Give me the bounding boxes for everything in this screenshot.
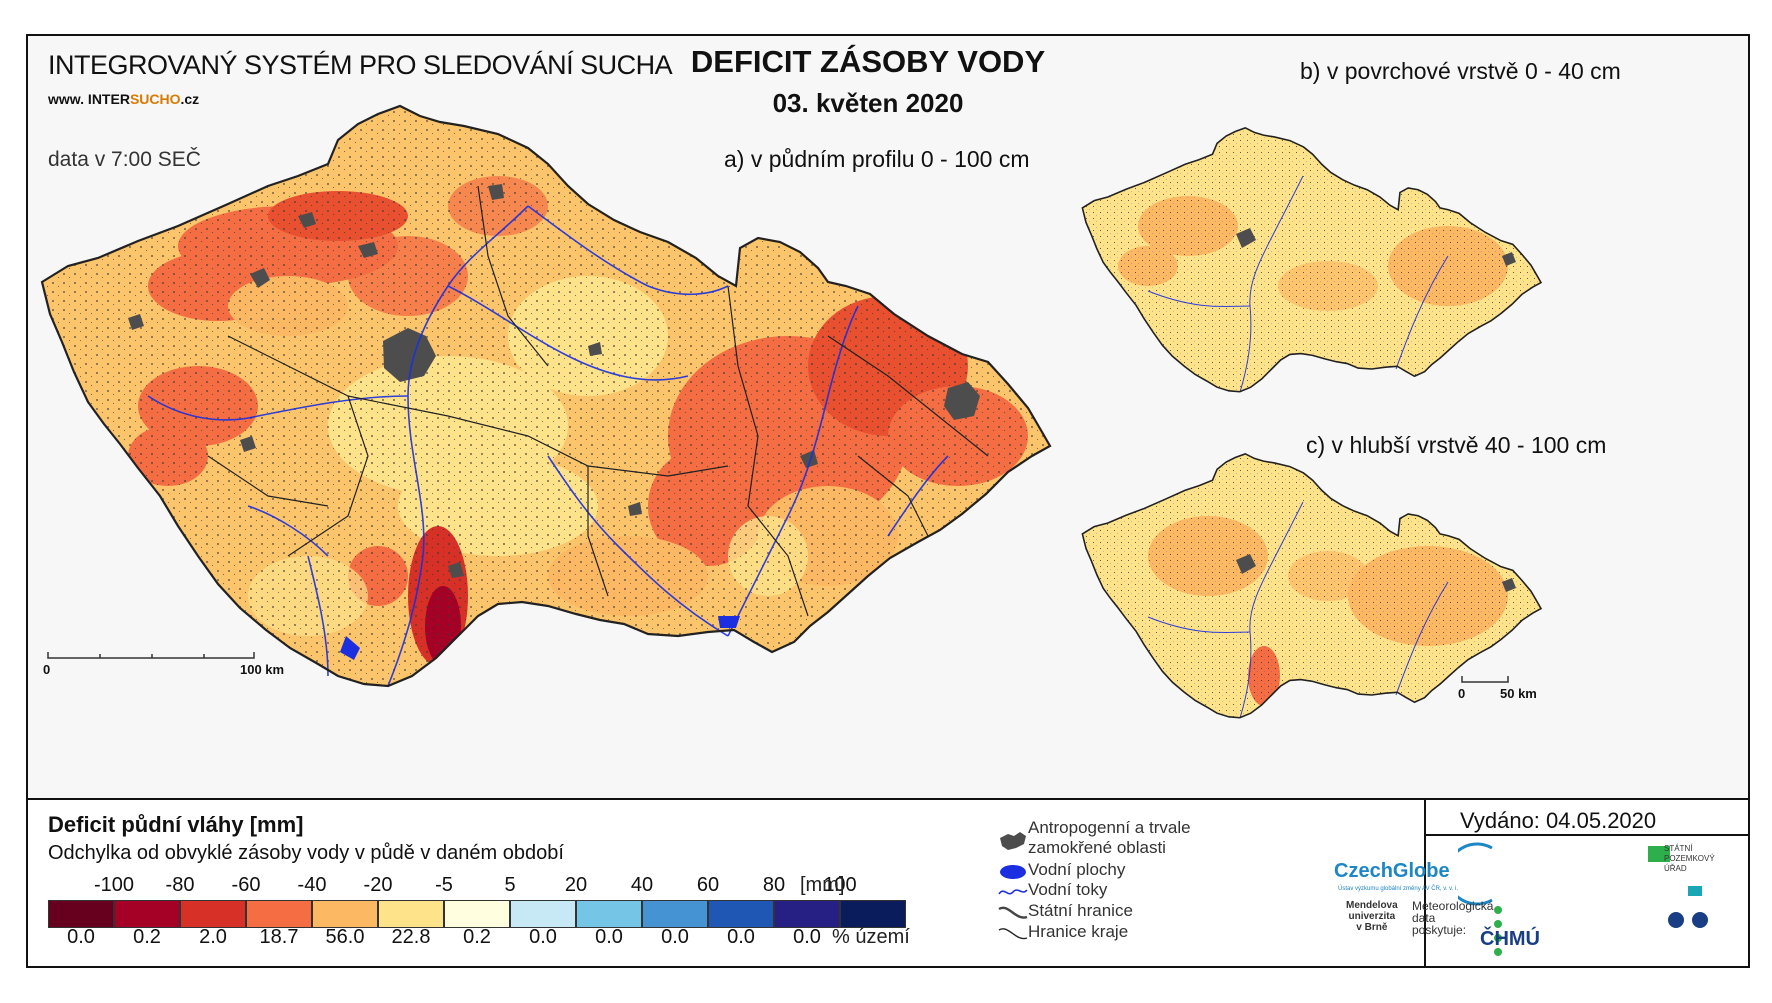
spu-logo-accent <box>1688 886 1702 896</box>
chmu-logo-mark <box>1668 912 1708 928</box>
chmu-logo: ČHMÚ <box>1480 928 1540 950</box>
data-time: data v 7:00 SEČ <box>48 148 201 171</box>
key-anthropogenic: Antropogenní a trvale <box>1028 818 1191 837</box>
legend-swatch <box>708 900 774 928</box>
anthropogenic-icon <box>1000 832 1026 850</box>
key-region-border: Hranice kraje <box>1028 922 1129 941</box>
legend-tick: 5 <box>504 874 516 896</box>
legend-unit: [mm] <box>800 874 845 896</box>
legend-percent: 18.7 <box>259 926 299 948</box>
legend-percent: 0.2 <box>463 926 491 948</box>
legend-tick: -80 <box>165 874 195 896</box>
map-frame: INTEGROVANÝ SYSTÉM PRO SLEDOVÁNÍ SUCHA w… <box>26 34 1750 968</box>
legend-swatch <box>180 900 246 928</box>
legend-swatch <box>774 900 840 928</box>
legend-swatch <box>48 900 114 928</box>
legend-swatch <box>312 900 378 928</box>
legend-tick: 100 <box>823 874 857 896</box>
legend-swatch <box>114 900 180 928</box>
website-link[interactable]: www. INTERSUCHO.cz <box>48 91 200 107</box>
main-title: DEFICIT ZÁSOBY VODY <box>690 44 1046 79</box>
czechglobe-logo: CzechGlobe <box>1334 860 1450 882</box>
map-area: INTEGROVANÝ SYSTÉM PRO SLEDOVÁNÍ SUCHA w… <box>28 36 1748 798</box>
legend-percent: 0.0 <box>727 926 755 948</box>
issued-date: Vydáno: 04.05.2020 <box>1460 808 1657 833</box>
czechglobe-sub: Ústav výzkumu globální změny AV ČR, v. v… <box>1338 886 1459 892</box>
map-svg <box>40 104 1542 719</box>
spu-logo-mark <box>1648 846 1670 862</box>
divider-vertical <box>1424 800 1426 966</box>
main-scale-bar <box>47 652 255 659</box>
scale-main-start: 0 <box>43 662 51 677</box>
legend-tick: 80 <box>762 874 786 896</box>
map-b-label: b) v povrchové vrstvě 0 - 40 cm <box>1300 58 1621 84</box>
water-body-icon <box>1000 865 1026 879</box>
meteo-provider: Meteorologická data poskytuje: <box>1412 899 1494 937</box>
legend-subtitle: Odchylka od obvyklé zásoby vody v půdě v… <box>48 842 564 864</box>
key-water-bodies: Vodní plochy <box>1028 860 1126 879</box>
key-streams: Vodní toky <box>1028 880 1108 899</box>
legend-tick: -5 <box>435 874 453 896</box>
legend-percent: 0.0 <box>67 926 95 948</box>
legend-swatch <box>840 900 906 928</box>
legend-percent: 0.2 <box>133 926 161 948</box>
spu-logo: STÁTNÍ POZEMKOVÝ ÚŘAD <box>1664 844 1715 873</box>
legend-percent: 56.0 <box>325 926 365 948</box>
scale-small-end: 50 km <box>1500 686 1537 701</box>
state-border-icon <box>998 906 1028 919</box>
legend-tick: 20 <box>564 874 588 896</box>
legend-swatch <box>576 900 642 928</box>
map-c-label: c) v hlubší vrstvě 40 - 100 cm <box>1306 432 1607 458</box>
legend-percent: 2.0 <box>199 926 227 948</box>
legend-swatch <box>444 900 510 928</box>
system-title: INTEGROVANÝ SYSTÉM PRO SLEDOVÁNÍ SUCHA <box>48 50 673 80</box>
legend-swatch <box>246 900 312 928</box>
legend-tick: 60 <box>696 874 720 896</box>
divider-horizontal <box>28 798 1748 800</box>
divider-issued <box>1424 834 1748 836</box>
scale-small-start: 0 <box>1458 686 1466 701</box>
legend-percent: 0.0 <box>595 926 623 948</box>
czechglobe-logo-arc <box>1458 842 1493 906</box>
scale-main-end: 100 km <box>240 662 285 677</box>
small-scale-bar <box>1461 676 1509 683</box>
legend-title: Deficit půdní vláhy [mm] <box>48 812 304 837</box>
region-border-icon <box>998 928 1028 940</box>
legend-tick: -60 <box>231 874 261 896</box>
legend-tick: 40 <box>630 874 654 896</box>
legend-swatch <box>510 900 576 928</box>
legend-percent: 0.0 <box>661 926 689 948</box>
legend-tick: -100 <box>93 874 135 896</box>
legend-panel: Deficit půdní vláhy [mm] Odchylka od obv… <box>28 800 1748 966</box>
legend-swatch <box>378 900 444 928</box>
logos-svg <box>1458 842 1708 956</box>
key-state-border: Státní hranice <box>1028 901 1133 920</box>
date-title: 03. květen 2020 <box>772 88 964 118</box>
legend-tick: -40 <box>297 874 327 896</box>
legend-percent: 0.0 <box>529 926 557 948</box>
legend-swatch <box>642 900 708 928</box>
map-a-label: a) v půdním profilu 0 - 100 cm <box>724 146 1030 172</box>
legend-percent: 0.0 <box>793 926 821 948</box>
mendel-logo: Mendelova univerzita v Brně <box>1346 900 1398 933</box>
legend-tick: -20 <box>363 874 393 896</box>
legend-percent: 22.8 <box>391 926 431 948</box>
legend-percent-label: % území <box>832 926 910 948</box>
key-anthropogenic-2: zamokřené oblasti <box>1028 838 1166 857</box>
mendel-dots <box>1494 906 1502 956</box>
stream-icon <box>998 889 1028 895</box>
